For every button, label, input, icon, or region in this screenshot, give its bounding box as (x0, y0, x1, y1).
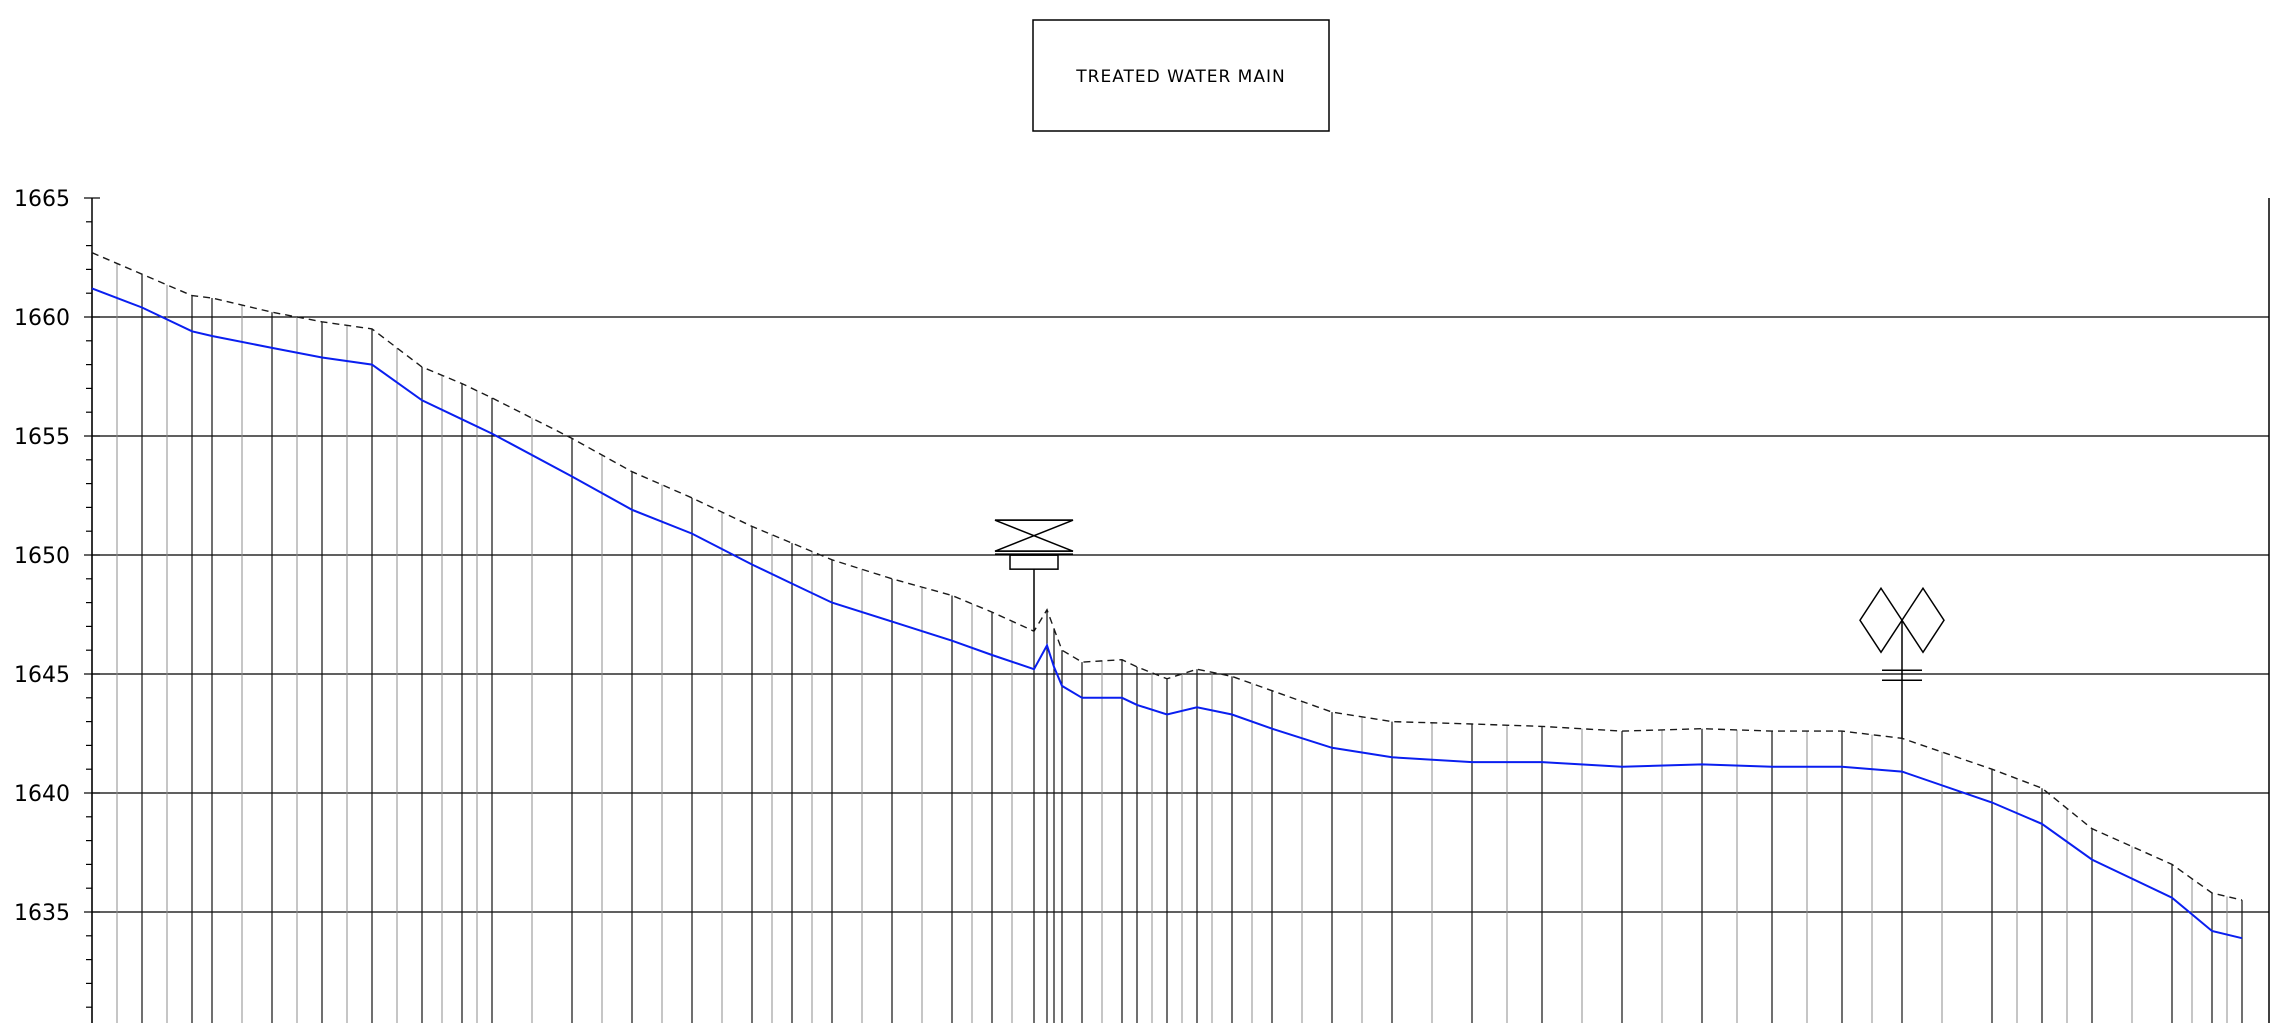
profile-series (91, 252, 2243, 940)
elevation-label: 1640 (14, 782, 70, 807)
elevation-label: 1645 (14, 663, 70, 688)
elevation-axis (84, 197, 100, 1023)
elevation-label: 1635 (14, 901, 70, 926)
elevation-label: 1650 (14, 544, 70, 569)
elevation-label: 1665 (14, 187, 70, 212)
elevation-labels: 1665 1660 1655 1650 1645 1640 1635 (14, 187, 70, 926)
ground-profile-line (91, 252, 2243, 901)
elevation-grid (92, 316, 2269, 913)
elevation-label: 1660 (14, 306, 70, 331)
title-block: TREATED WATER MAIN (1032, 19, 1330, 132)
hydrant-icon (1859, 586, 1945, 739)
title-box (1032, 19, 1330, 132)
drawing-title: TREATED WATER MAIN (1075, 67, 1285, 87)
pipe-profile-line (91, 287, 2243, 940)
elevation-label: 1655 (14, 425, 70, 450)
station-lines (91, 252, 2243, 1023)
gate-valve-icon (994, 519, 1074, 632)
